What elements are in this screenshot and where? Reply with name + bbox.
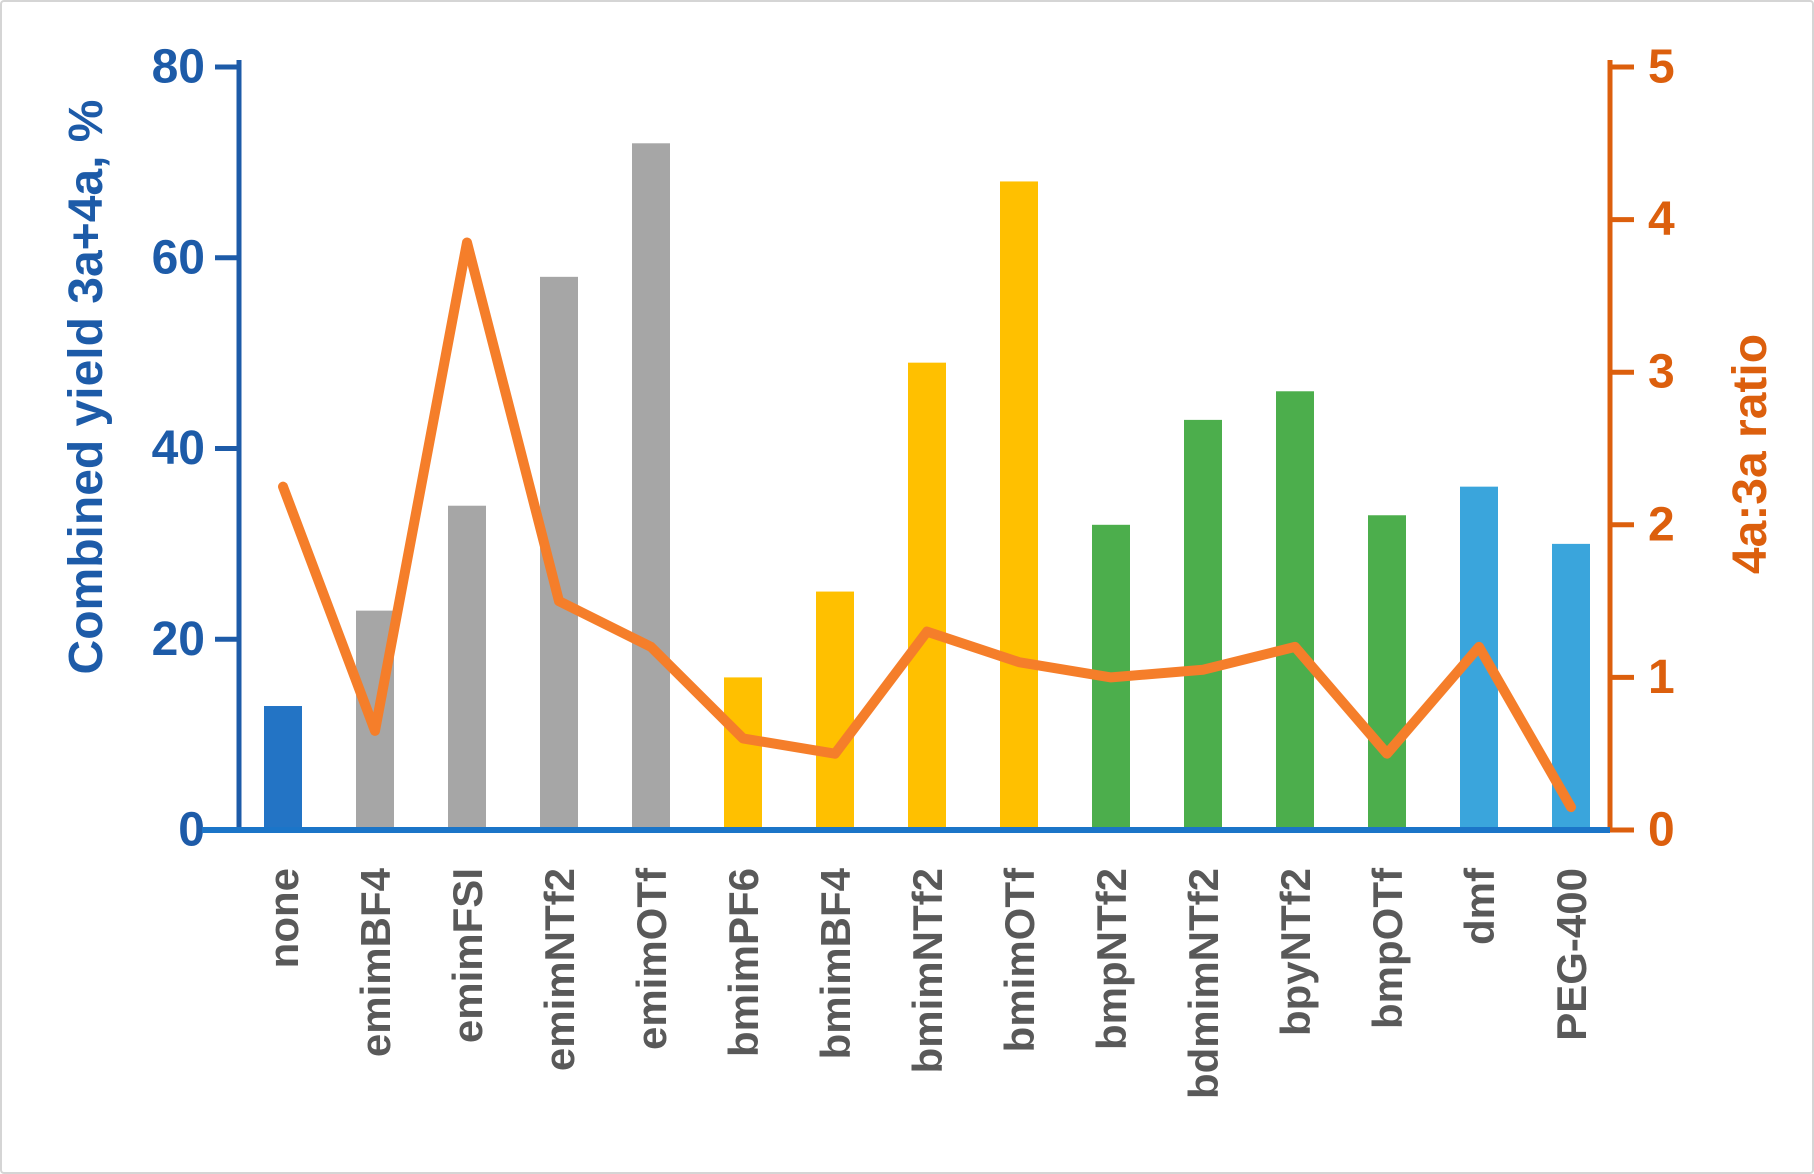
x-axis-label-PEG-400: PEG-400 bbox=[1548, 868, 1595, 1041]
right-axis-tick-label: 1 bbox=[1648, 651, 1675, 704]
bar-emimOTf bbox=[632, 143, 670, 831]
bar-none bbox=[264, 706, 302, 830]
x-axis-label-bdmimNTf2: bdmimNTf2 bbox=[1180, 868, 1227, 1099]
left-axis-tick-label: 40 bbox=[152, 422, 205, 475]
x-axis-label-bmpOTf: bmpOTf bbox=[1364, 867, 1411, 1029]
right-axis-title: 4a:3a ratio bbox=[1724, 334, 1777, 574]
x-axis-label-bpyNTf2: bpyNTf2 bbox=[1272, 868, 1319, 1036]
x-axis-label-bmimOTf: bmimOTf bbox=[996, 867, 1043, 1052]
x-axis-label-none: none bbox=[260, 868, 307, 968]
x-axis-label-bmpNTf2: bmpNTf2 bbox=[1088, 868, 1135, 1050]
x-axis-label-emimBF4: emimBF4 bbox=[352, 867, 399, 1057]
left-axis-tick-label: 0 bbox=[178, 804, 205, 857]
bar-bmimNTf2 bbox=[908, 362, 946, 830]
bar-bmpOTf bbox=[1368, 515, 1406, 830]
x-axis-label-emimFSI: emimFSI bbox=[444, 868, 491, 1043]
right-axis-tick-label: 2 bbox=[1648, 498, 1675, 551]
right-axis-tick-label: 5 bbox=[1648, 41, 1675, 94]
bar-bmimPF6 bbox=[724, 677, 762, 830]
x-axis-label-dmf: dmf bbox=[1456, 867, 1503, 945]
x-axis-label-bmimBF4: bmimBF4 bbox=[812, 867, 859, 1059]
bar-bpyNTf2 bbox=[1276, 391, 1314, 830]
bar-bmimBF4 bbox=[816, 591, 854, 830]
x-axis-label-emimOTf: emimOTf bbox=[628, 867, 675, 1050]
x-axis-label-bmimNTf2: bmimNTf2 bbox=[904, 868, 951, 1073]
right-axis-tick-label: 4 bbox=[1648, 193, 1675, 246]
bar-bmimOTf bbox=[1000, 181, 1038, 830]
left-axis-title: Combined yield 3a+4a, % bbox=[60, 100, 113, 675]
right-axis-tick-label: 0 bbox=[1648, 804, 1675, 857]
x-axis-label-emimNTf2: emimNTf2 bbox=[536, 868, 583, 1071]
right-axis-tick-label: 3 bbox=[1648, 346, 1675, 399]
bar-bdmimNTf2 bbox=[1184, 419, 1222, 830]
bar-emimFSI bbox=[448, 505, 486, 830]
ratio-line bbox=[278, 237, 1576, 813]
x-axis-label-bmimPF6: bmimPF6 bbox=[720, 868, 767, 1057]
left-axis-tick-label: 20 bbox=[152, 613, 205, 666]
left-axis-tick-label: 60 bbox=[152, 231, 205, 284]
left-axis-tick-label: 80 bbox=[152, 41, 205, 94]
